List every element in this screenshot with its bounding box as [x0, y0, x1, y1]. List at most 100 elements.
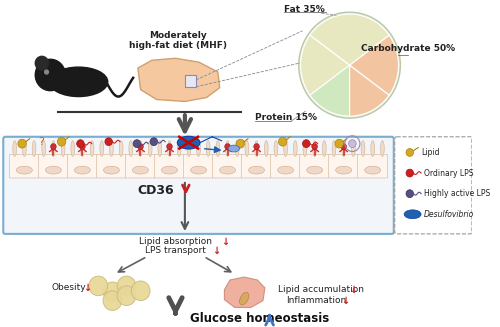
Text: LPS transport: LPS transport	[145, 246, 206, 255]
Circle shape	[105, 138, 112, 146]
Ellipse shape	[336, 166, 351, 174]
Circle shape	[298, 12, 400, 118]
Circle shape	[236, 139, 244, 148]
Circle shape	[278, 137, 287, 146]
Ellipse shape	[187, 141, 190, 156]
FancyBboxPatch shape	[300, 154, 330, 178]
Ellipse shape	[52, 141, 56, 156]
Ellipse shape	[22, 141, 26, 156]
Circle shape	[224, 144, 230, 149]
Circle shape	[76, 140, 84, 147]
Ellipse shape	[158, 141, 162, 156]
Circle shape	[166, 144, 172, 149]
Text: CD36: CD36	[137, 184, 173, 197]
Wedge shape	[350, 35, 399, 116]
Circle shape	[138, 144, 143, 149]
Ellipse shape	[361, 141, 365, 156]
Text: ↓: ↓	[83, 283, 91, 293]
Text: ?: ?	[38, 137, 44, 147]
Circle shape	[406, 148, 413, 156]
FancyBboxPatch shape	[328, 154, 358, 178]
FancyBboxPatch shape	[154, 154, 184, 178]
Circle shape	[103, 282, 122, 301]
Text: Lipid accumulation: Lipid accumulation	[278, 285, 364, 294]
Text: Lipid: Lipid	[421, 148, 440, 157]
Ellipse shape	[119, 141, 123, 156]
Circle shape	[117, 276, 136, 296]
Ellipse shape	[42, 141, 45, 156]
Text: ↓: ↓	[212, 246, 220, 256]
Ellipse shape	[371, 141, 374, 156]
Circle shape	[44, 70, 48, 74]
Circle shape	[36, 59, 66, 91]
Text: Moderately
high-fat diet (MHF): Moderately high-fat diet (MHF)	[130, 31, 228, 50]
Ellipse shape	[236, 141, 239, 156]
Ellipse shape	[380, 141, 384, 156]
FancyBboxPatch shape	[38, 154, 68, 178]
Ellipse shape	[50, 67, 108, 96]
Ellipse shape	[46, 166, 62, 174]
Circle shape	[103, 291, 122, 310]
Ellipse shape	[216, 141, 220, 156]
Ellipse shape	[168, 141, 172, 156]
Ellipse shape	[196, 141, 200, 156]
Ellipse shape	[278, 166, 293, 174]
FancyBboxPatch shape	[394, 137, 472, 234]
Ellipse shape	[228, 145, 239, 152]
FancyBboxPatch shape	[270, 154, 300, 178]
Text: Highly active LPS: Highly active LPS	[424, 189, 490, 198]
Ellipse shape	[322, 141, 326, 156]
Ellipse shape	[100, 141, 103, 156]
Text: Fat 35%: Fat 35%	[284, 5, 325, 14]
FancyBboxPatch shape	[242, 154, 272, 178]
Ellipse shape	[16, 166, 32, 174]
Circle shape	[341, 144, 346, 149]
Circle shape	[335, 139, 344, 148]
Polygon shape	[224, 277, 265, 307]
Ellipse shape	[332, 141, 336, 156]
Ellipse shape	[240, 292, 249, 305]
Ellipse shape	[90, 141, 94, 156]
FancyBboxPatch shape	[184, 154, 214, 178]
Ellipse shape	[312, 141, 316, 156]
Ellipse shape	[138, 141, 142, 156]
Text: Carbohydrate 50%: Carbohydrate 50%	[361, 44, 455, 53]
Wedge shape	[300, 14, 389, 95]
Ellipse shape	[206, 141, 210, 156]
Text: Glucose homeostasis: Glucose homeostasis	[190, 312, 329, 325]
FancyBboxPatch shape	[4, 137, 394, 234]
Text: Lipid absorption: Lipid absorption	[139, 237, 212, 246]
Ellipse shape	[245, 141, 249, 156]
FancyBboxPatch shape	[358, 154, 388, 178]
Circle shape	[150, 138, 158, 146]
FancyBboxPatch shape	[68, 154, 98, 178]
Ellipse shape	[274, 141, 278, 156]
Circle shape	[117, 286, 136, 305]
Ellipse shape	[404, 210, 421, 219]
Ellipse shape	[129, 141, 132, 156]
Ellipse shape	[13, 141, 16, 156]
Circle shape	[50, 144, 56, 149]
Ellipse shape	[110, 141, 114, 156]
Circle shape	[254, 144, 260, 149]
Text: Ordinary LPS: Ordinary LPS	[424, 169, 474, 178]
Text: Obesity: Obesity	[52, 284, 86, 292]
Ellipse shape	[284, 141, 288, 156]
Text: Inflammation: Inflammation	[286, 296, 346, 305]
Ellipse shape	[303, 141, 307, 156]
Text: ↓: ↓	[222, 237, 230, 247]
Circle shape	[58, 137, 66, 146]
Circle shape	[302, 140, 310, 147]
Circle shape	[133, 140, 140, 147]
Ellipse shape	[148, 141, 152, 156]
Ellipse shape	[294, 141, 297, 156]
Ellipse shape	[352, 141, 355, 156]
Circle shape	[131, 281, 150, 301]
Text: Desulfovibrio: Desulfovibrio	[424, 210, 474, 219]
Ellipse shape	[226, 141, 230, 156]
Bar	[185, 75, 196, 87]
Circle shape	[18, 139, 26, 148]
Ellipse shape	[61, 141, 65, 156]
FancyBboxPatch shape	[126, 154, 156, 178]
Ellipse shape	[248, 166, 264, 174]
